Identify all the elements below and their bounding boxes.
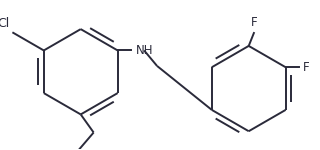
Text: Cl: Cl: [0, 17, 10, 30]
Text: F: F: [302, 61, 309, 74]
Text: F: F: [251, 16, 257, 29]
Text: NH: NH: [136, 44, 153, 57]
